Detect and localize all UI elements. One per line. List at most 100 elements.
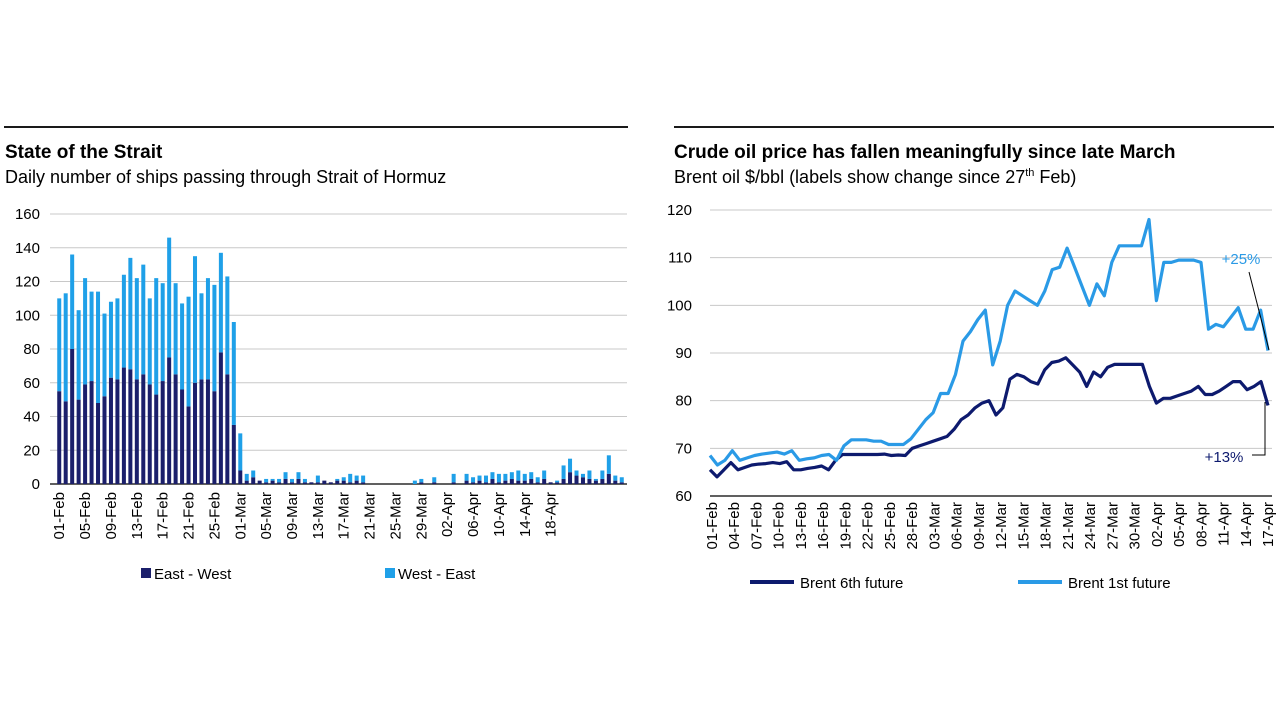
chart-title: Crude oil price has fallen meaningfully … — [674, 142, 1176, 163]
y-tick-label: 0 — [32, 476, 40, 493]
bar-west-east — [490, 472, 495, 479]
bar-west-east — [205, 278, 210, 380]
x-tick-label: 18-Mar — [1038, 502, 1055, 550]
bar-west-east — [225, 276, 230, 375]
x-tick-label: 09-Mar — [284, 492, 301, 540]
bar-east-west — [212, 391, 217, 484]
bar-west-east — [522, 473, 527, 481]
bar-east-west — [238, 470, 243, 484]
y-tick-label: 120 — [667, 202, 692, 219]
x-tick-label: 25-Feb — [206, 492, 223, 540]
bar-west-east — [283, 472, 288, 479]
x-tick-label: 29-Mar — [413, 492, 430, 540]
bar-west-east — [264, 478, 269, 483]
bar-east-west — [277, 482, 282, 484]
bar-east-west — [600, 478, 605, 484]
bar-west-east — [593, 478, 598, 481]
y-tick-label: 100 — [15, 307, 40, 324]
bar-east-west — [561, 478, 566, 484]
bar-west-east — [167, 237, 172, 358]
bar-west-east — [568, 458, 573, 473]
top-rule — [4, 126, 628, 128]
annotation-brent-1st-change: +25% — [1222, 251, 1261, 268]
x-tick-label: 14-Apr — [1238, 502, 1255, 547]
y-tick-label: 90 — [675, 345, 692, 362]
bar-east-west — [199, 379, 204, 484]
bar-west-east — [193, 256, 198, 383]
line-chart: 60 70 80 90 100 110 120 01-Feb 04-Feb 07-Feb 10-Fe… — [667, 202, 1277, 592]
bar-east-west — [134, 379, 139, 484]
bar-east-west — [147, 384, 152, 484]
bar-west-east — [619, 477, 624, 483]
bar-west-east — [270, 478, 275, 481]
bar-east-west — [57, 391, 62, 484]
bar-east-west — [121, 367, 126, 484]
bar-west-east — [173, 283, 178, 375]
bar-east-west — [580, 477, 585, 484]
legend-swatch-west-east — [385, 568, 395, 578]
y-tick-label: 120 — [15, 274, 40, 291]
bar-west-east — [587, 470, 592, 479]
bar-west-east — [496, 473, 501, 483]
y-tick-label: 140 — [15, 240, 40, 257]
y-tick-label: 40 — [23, 409, 40, 426]
x-tick-label: 16-Feb — [815, 502, 832, 550]
y-tick-label: 80 — [23, 341, 40, 358]
bar-west-east — [471, 477, 476, 483]
bar-west-east — [542, 470, 547, 479]
x-tick-label: 28-Feb — [904, 502, 921, 550]
bar-east-west — [302, 482, 307, 484]
bar-west-east — [238, 433, 243, 471]
bar-east-west — [115, 379, 120, 484]
bar-west-east — [251, 470, 256, 478]
line-brent-1st — [708, 217, 1270, 467]
bar-west-east — [613, 475, 618, 481]
bar-east-west — [154, 394, 159, 484]
bar-west-east — [231, 322, 236, 425]
bar-east-west — [471, 482, 476, 484]
x-tick-label: 21-Mar — [362, 492, 379, 540]
bar-west-east — [529, 472, 534, 479]
x-tick-label: 25-Mar — [387, 492, 404, 540]
bar-west-east — [76, 310, 81, 400]
x-tick-label: 01-Mar — [232, 492, 249, 540]
bar-west-east — [180, 303, 185, 390]
chart-subtitle: Brent oil $/bbl (labels show change sinc… — [674, 167, 1076, 188]
bar-west-east — [102, 313, 107, 397]
bar-west-east — [290, 478, 295, 483]
bar-west-east — [277, 478, 282, 483]
bar-west-east — [141, 264, 146, 375]
x-tick-label: 04-Feb — [726, 502, 743, 550]
bar-east-west — [348, 482, 353, 484]
bar-east-west — [522, 480, 527, 484]
y-tick-label: 100 — [667, 297, 692, 314]
bar-west-east — [134, 278, 139, 380]
bar-east-west — [574, 475, 579, 484]
x-tick-label: 30-Mar — [1127, 502, 1144, 550]
bar-east-west — [354, 480, 359, 484]
bar-east-west — [529, 478, 534, 484]
y-tick-label: 160 — [15, 206, 40, 223]
annotation-leader-line — [1248, 271, 1270, 351]
strait-chart-panel: State of the Strait Daily number of ship… — [4, 126, 628, 583]
x-tick-label: 13-Feb — [129, 492, 146, 540]
bar-east-west — [251, 477, 256, 484]
x-tick-label: 01-Feb — [51, 492, 68, 540]
bar-west-east — [83, 278, 88, 385]
bar-chart: 0 20 40 60 80 100 120 140 160 01-Feb 05-Feb 09-Feb 1… — [15, 206, 627, 583]
x-tick-label: 11-Apr — [1216, 502, 1233, 546]
bar-west-east — [186, 296, 191, 407]
bar-west-east — [574, 470, 579, 476]
bar-west-east — [361, 475, 366, 483]
bar-east-west — [606, 473, 611, 484]
x-tick-label: 22-Feb — [860, 502, 877, 550]
bar-east-west — [328, 482, 333, 484]
bar-east-west — [568, 472, 573, 484]
x-tick-label: 05-Feb — [77, 492, 94, 540]
x-tick-label: 19-Feb — [837, 502, 854, 550]
bar-east-west — [619, 482, 624, 484]
bar-west-east — [96, 291, 101, 403]
bar-east-west — [451, 482, 456, 484]
oil-chart-panel: Crude oil price has fallen meaningfully … — [667, 0, 1280, 720]
bar-east-west — [89, 381, 94, 484]
